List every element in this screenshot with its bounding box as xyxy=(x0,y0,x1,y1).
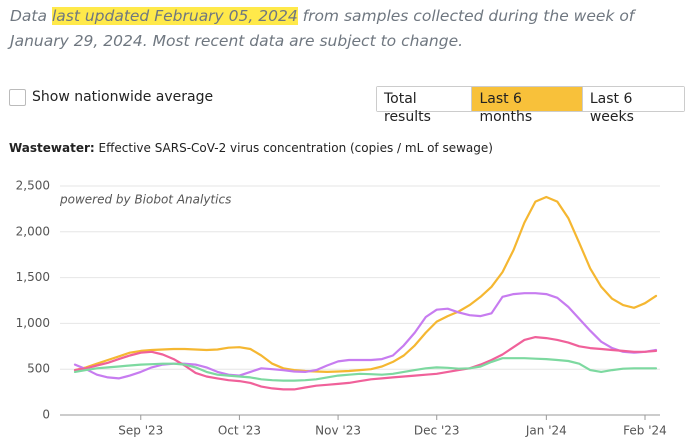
y-tick-label: 1,500 xyxy=(16,270,50,284)
x-tick-label: Nov '23 xyxy=(315,424,361,438)
series-line xyxy=(73,336,658,391)
series-line xyxy=(73,357,658,382)
y-tick-label: 2,000 xyxy=(16,224,50,238)
chart-label: Wastewater: Effective SARS-CoV-2 virus c… xyxy=(9,141,493,155)
range-button[interactable]: Last 6 weeks xyxy=(581,87,684,125)
chart-title-label: Wastewater: xyxy=(9,141,95,155)
x-tick-label: Dec '23 xyxy=(414,424,460,438)
x-tick-label: Oct '23 xyxy=(218,424,261,438)
range-button[interactable]: Total results xyxy=(377,87,472,125)
data-note: Data last updated February 05, 2024 from… xyxy=(10,4,682,54)
series-line xyxy=(73,292,658,380)
y-tick-label: 0 xyxy=(42,408,50,422)
x-tick-label: Sep '23 xyxy=(118,424,163,438)
x-tick-label: Feb '24 xyxy=(623,424,667,438)
range-button[interactable]: Last 6 months xyxy=(471,87,582,125)
series-line xyxy=(73,195,658,373)
checkbox-label[interactable]: Show nationwide average xyxy=(32,89,214,105)
chart-title: Effective SARS-CoV-2 virus concentration… xyxy=(98,141,493,155)
checkbox[interactable] xyxy=(9,89,26,106)
x-tick-label: Jan '24 xyxy=(525,424,567,438)
note-text: from samples collected during the week o… xyxy=(10,7,635,50)
note-text: Data xyxy=(10,7,52,25)
y-tick-label: 1,000 xyxy=(16,316,50,330)
y-tick-label: 2,500 xyxy=(16,179,50,193)
annotation: powered by Biobot Analytics xyxy=(59,193,231,207)
y-tick-label: 500 xyxy=(27,362,50,376)
range-toggle: Total results Last 6 months Last 6 weeks xyxy=(376,86,685,125)
note-highlight: last updated February 05, 2024 xyxy=(51,7,298,25)
